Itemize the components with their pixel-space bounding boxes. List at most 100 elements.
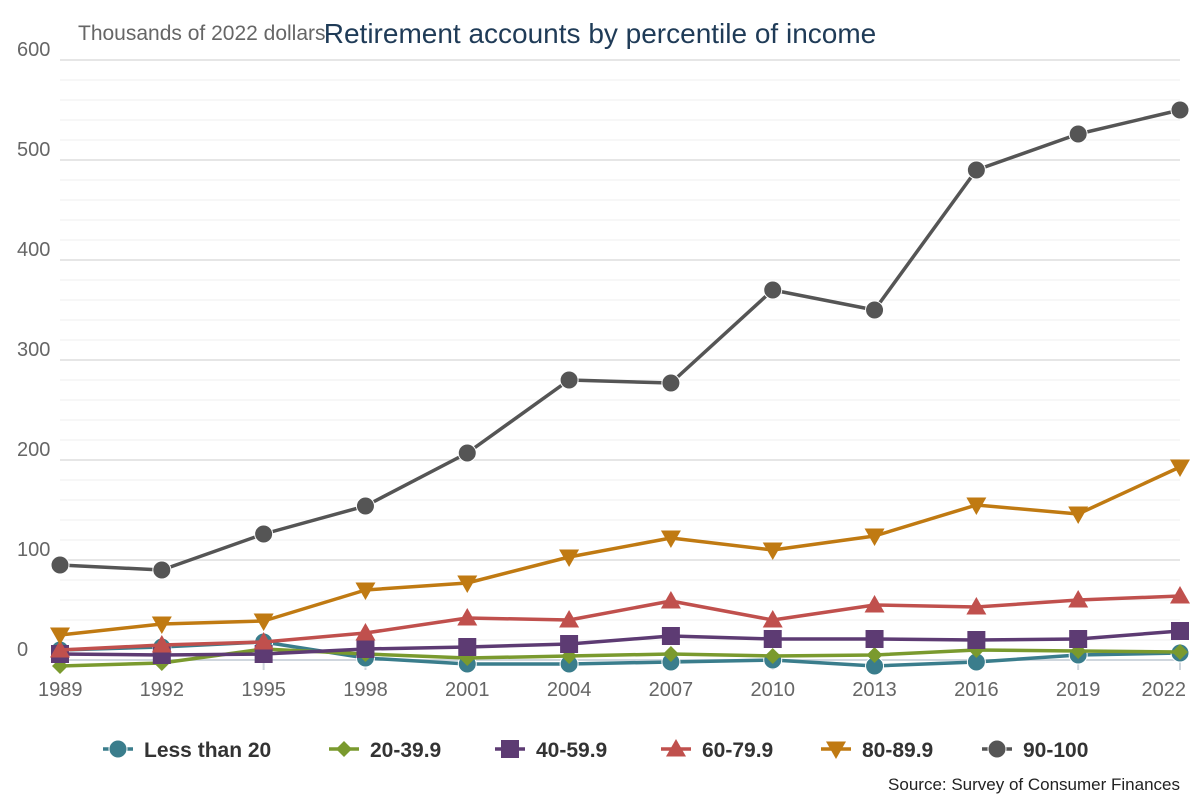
series-line <box>59 594 1181 652</box>
data-point <box>559 549 580 567</box>
legend-label: 80-89.9 <box>862 739 933 762</box>
data-point <box>864 595 885 613</box>
y-tick-label: 600 <box>17 39 50 61</box>
data-point <box>865 630 884 648</box>
data-point <box>559 370 579 390</box>
data-point <box>50 640 70 658</box>
data-point <box>1171 622 1189 640</box>
data-point <box>253 632 274 650</box>
data-point <box>865 300 885 320</box>
legend-swatch-marker <box>987 739 1007 759</box>
legend-swatch-marker <box>826 741 846 759</box>
x-tick-label: 1998 <box>343 679 388 701</box>
data-point <box>1170 586 1190 604</box>
legend-item: Less than 20 <box>103 739 271 762</box>
y-axis-label: Thousands of 2022 dollars <box>78 22 326 45</box>
data-point <box>661 373 681 393</box>
legend-swatch-marker <box>501 740 519 758</box>
x-tick-label: 2004 <box>547 679 592 701</box>
legend-swatch-marker <box>336 741 352 757</box>
legend-label: 40-59.9 <box>536 739 607 762</box>
y-tick-label: 0 <box>17 639 28 661</box>
series-group <box>50 100 1190 676</box>
x-tick-label: 1989 <box>38 679 83 701</box>
data-point <box>50 627 70 645</box>
data-point <box>457 608 478 626</box>
x-tick-label: 1992 <box>140 679 185 701</box>
data-point <box>661 627 680 645</box>
data-point <box>457 443 477 463</box>
series-6 <box>50 100 1190 580</box>
data-point <box>356 640 375 658</box>
y-tick-label: 500 <box>17 139 50 161</box>
data-point <box>1170 100 1190 120</box>
data-point <box>560 635 579 653</box>
data-point <box>1170 459 1190 477</box>
x-tick-label: 2016 <box>954 679 999 701</box>
y-tick-label: 100 <box>17 539 50 561</box>
y-tick-label: 200 <box>17 439 50 461</box>
x-axis: 1989 1992 1995 1998 2001 2004 2007 2010 2013 2016… <box>38 660 1186 701</box>
data-point <box>1069 630 1088 648</box>
data-point <box>764 648 781 664</box>
y-axis: 0 100 200 300 400 500 600 <box>17 39 50 661</box>
legend-item: 90-100 <box>982 739 1088 762</box>
source-note: Source: Survey of Consumer Finances <box>888 775 1180 794</box>
data-point <box>458 638 477 656</box>
x-tick-label: 2019 <box>1056 679 1101 701</box>
data-point <box>762 610 783 628</box>
series-line <box>59 647 1181 668</box>
data-point <box>763 630 782 648</box>
data-point <box>866 647 883 663</box>
data-point <box>457 575 478 593</box>
data-point <box>1172 644 1188 660</box>
data-point <box>355 582 376 600</box>
data-point <box>355 623 376 641</box>
data-point <box>966 597 987 615</box>
data-point <box>151 635 172 653</box>
legend-label: Less than 20 <box>144 739 271 762</box>
legend-label: 60-79.9 <box>702 739 773 762</box>
data-point <box>660 530 681 548</box>
x-tick-label: 2013 <box>852 679 897 701</box>
legend-label: 20-39.9 <box>370 739 441 762</box>
chart-title: Retirement accounts by percentile of inc… <box>324 18 877 49</box>
data-point <box>1068 590 1089 608</box>
data-point <box>762 542 783 560</box>
data-point <box>152 560 172 580</box>
x-tick-label: 2022 <box>1142 679 1187 701</box>
legend-swatch-marker <box>666 739 686 757</box>
x-tick-label: 2007 <box>649 679 694 701</box>
legend-item: 80-89.9 <box>821 739 933 762</box>
series-5 <box>50 459 1190 645</box>
data-point <box>660 591 681 609</box>
series-3 <box>51 622 1189 664</box>
x-tick-label: 1995 <box>241 679 286 701</box>
legend-swatch-marker <box>108 739 128 759</box>
data-point <box>253 613 274 631</box>
data-point <box>662 646 679 662</box>
series-line <box>59 108 1181 572</box>
series-line <box>59 465 1181 637</box>
x-tick-label: 2001 <box>445 679 490 701</box>
x-tick-label: 2010 <box>750 679 795 701</box>
legend-item: 20-39.9 <box>329 739 441 762</box>
legend-label: 90-100 <box>1023 739 1088 762</box>
data-point <box>559 610 580 628</box>
data-point <box>1068 124 1088 144</box>
y-tick-label: 300 <box>17 339 50 361</box>
data-point <box>967 631 986 649</box>
data-point <box>966 160 986 180</box>
legend: Less than 20 20-39.9 40-59.9 60-79.9 80-89.9… <box>103 739 1088 762</box>
grid <box>60 59 1180 641</box>
data-point <box>254 524 274 544</box>
legend-item: 40-59.9 <box>495 739 607 762</box>
data-point <box>864 528 885 546</box>
data-point <box>151 616 172 634</box>
legend-item: 60-79.9 <box>661 739 773 762</box>
data-point <box>966 497 987 515</box>
series-4 <box>50 586 1190 658</box>
series-line <box>59 629 1181 657</box>
data-point <box>763 280 783 300</box>
